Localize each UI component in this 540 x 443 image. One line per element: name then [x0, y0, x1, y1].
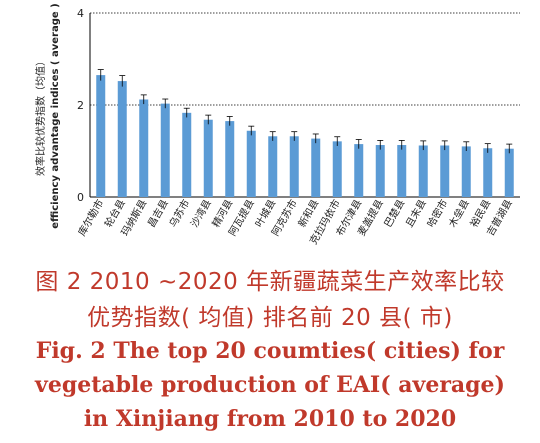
bar — [203, 119, 213, 197]
bar — [311, 138, 321, 197]
caption-cn-line-2: 优势指数( 均值) 排名前 20 县( 市) — [87, 305, 453, 331]
x-tick-label: 且末县 — [403, 197, 429, 229]
bar — [440, 145, 450, 197]
x-tick-label: 昌吉县 — [145, 198, 170, 230]
x-tick-label: 巴楚县 — [381, 197, 407, 229]
bar-chart: 024 库尔勒市轮台县玛纳斯县昌吉县乌苏市沙湾县精河县阿瓦提县叶城县阿克苏市新和… — [34, 3, 520, 247]
y-axis-label-en: efficiency advantage indices ( average ) — [50, 3, 61, 228]
y-tick-label: 4 — [77, 7, 84, 20]
y-tick-label: 2 — [77, 99, 84, 112]
bar — [96, 75, 106, 197]
y-tick-label: 0 — [77, 191, 84, 204]
x-tick-label: 沙湾县 — [188, 197, 214, 229]
bar — [139, 99, 149, 197]
bar — [117, 81, 127, 197]
bar — [418, 145, 428, 197]
bar — [397, 145, 407, 197]
bar — [461, 146, 471, 197]
bar — [483, 148, 493, 197]
y-axis-label-cn: 效率比较优势指数（均值） — [34, 56, 47, 176]
caption-en-line-1: Fig. 2 The top 20 coumties( cities) for — [35, 338, 505, 364]
bar — [182, 112, 192, 197]
caption-cn-line-1: 图 2 2010 ~2020 年新疆蔬菜生产效率比较 — [35, 269, 505, 295]
bar — [268, 136, 278, 197]
bar — [289, 136, 299, 197]
x-tick-label: 乌苏市 — [166, 197, 192, 229]
bar — [246, 130, 256, 197]
caption-en-line-2: vegetable production of EAI( average) — [35, 372, 505, 398]
bar — [354, 144, 364, 197]
caption-en-line-3: in Xinjiang from 2010 to 2020 — [83, 406, 457, 432]
x-tick-label: 哈密市 — [424, 197, 450, 229]
bar — [504, 148, 514, 197]
bar — [225, 121, 235, 197]
bar — [375, 145, 385, 197]
x-tick-label: 木垒县 — [446, 197, 472, 229]
bar — [332, 141, 342, 197]
bar — [160, 103, 170, 197]
